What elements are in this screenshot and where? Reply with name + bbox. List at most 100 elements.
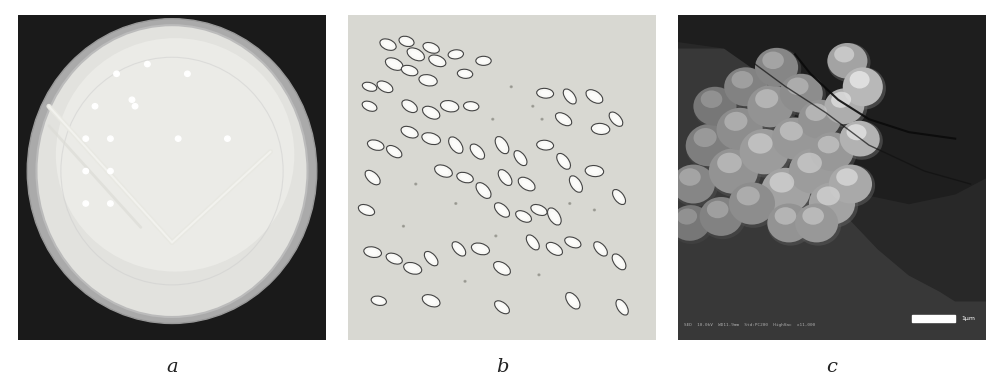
Ellipse shape xyxy=(817,186,840,205)
Ellipse shape xyxy=(455,245,463,253)
Ellipse shape xyxy=(810,132,857,174)
Ellipse shape xyxy=(365,103,374,109)
Text: 1μm: 1μm xyxy=(961,316,975,321)
Ellipse shape xyxy=(422,106,440,119)
Ellipse shape xyxy=(847,124,867,140)
Ellipse shape xyxy=(408,265,418,272)
Ellipse shape xyxy=(531,205,547,215)
Ellipse shape xyxy=(494,203,510,217)
Ellipse shape xyxy=(422,295,440,307)
Ellipse shape xyxy=(457,172,473,183)
Ellipse shape xyxy=(540,91,550,96)
Ellipse shape xyxy=(426,135,436,142)
Ellipse shape xyxy=(795,203,838,242)
Ellipse shape xyxy=(452,141,460,150)
Polygon shape xyxy=(678,15,986,203)
Ellipse shape xyxy=(495,137,509,154)
Ellipse shape xyxy=(175,136,181,141)
Ellipse shape xyxy=(368,174,377,181)
Ellipse shape xyxy=(724,112,747,131)
Ellipse shape xyxy=(780,74,826,116)
Ellipse shape xyxy=(560,157,567,166)
Ellipse shape xyxy=(693,87,737,126)
Ellipse shape xyxy=(476,183,491,198)
Ellipse shape xyxy=(798,100,841,139)
Ellipse shape xyxy=(590,93,599,100)
Ellipse shape xyxy=(670,205,713,244)
Ellipse shape xyxy=(595,126,606,132)
Ellipse shape xyxy=(498,304,506,311)
Ellipse shape xyxy=(670,205,710,241)
Ellipse shape xyxy=(492,119,494,120)
Ellipse shape xyxy=(377,81,393,93)
Ellipse shape xyxy=(185,71,190,76)
Ellipse shape xyxy=(529,238,536,247)
Ellipse shape xyxy=(132,103,138,109)
Ellipse shape xyxy=(551,212,558,221)
Ellipse shape xyxy=(767,203,814,245)
Ellipse shape xyxy=(612,254,626,270)
Ellipse shape xyxy=(831,92,851,108)
Ellipse shape xyxy=(422,133,440,145)
Ellipse shape xyxy=(404,262,422,274)
Text: SED  10.0kV  WD11.9mm  Std:PC200  HighVac  x11,000: SED 10.0kV WD11.9mm Std:PC200 HighVac x1… xyxy=(684,323,815,327)
Ellipse shape xyxy=(452,242,466,256)
Ellipse shape xyxy=(740,129,789,174)
Ellipse shape xyxy=(423,77,433,83)
Ellipse shape xyxy=(707,201,728,218)
Ellipse shape xyxy=(526,235,539,250)
Ellipse shape xyxy=(772,118,821,163)
Ellipse shape xyxy=(380,39,396,50)
Ellipse shape xyxy=(522,180,531,188)
Ellipse shape xyxy=(424,251,438,266)
Ellipse shape xyxy=(557,153,570,169)
Ellipse shape xyxy=(387,146,402,158)
Ellipse shape xyxy=(724,67,767,106)
Ellipse shape xyxy=(789,148,838,194)
Ellipse shape xyxy=(429,55,446,67)
Ellipse shape xyxy=(672,164,715,203)
Ellipse shape xyxy=(371,296,386,305)
Ellipse shape xyxy=(836,168,858,186)
Ellipse shape xyxy=(27,19,317,323)
Ellipse shape xyxy=(717,108,763,150)
Ellipse shape xyxy=(83,168,89,174)
Ellipse shape xyxy=(555,113,572,126)
Ellipse shape xyxy=(145,61,150,67)
Ellipse shape xyxy=(435,165,452,177)
Ellipse shape xyxy=(108,168,113,174)
Ellipse shape xyxy=(497,264,507,272)
Ellipse shape xyxy=(427,255,435,262)
Ellipse shape xyxy=(362,101,377,111)
Ellipse shape xyxy=(805,103,827,121)
Ellipse shape xyxy=(455,203,457,204)
Ellipse shape xyxy=(619,303,626,312)
Ellipse shape xyxy=(824,88,864,124)
Ellipse shape xyxy=(129,97,135,102)
Ellipse shape xyxy=(460,175,470,180)
Ellipse shape xyxy=(843,67,883,106)
Ellipse shape xyxy=(834,46,854,63)
Ellipse shape xyxy=(810,132,854,171)
Ellipse shape xyxy=(384,41,393,48)
Ellipse shape xyxy=(516,211,531,222)
Ellipse shape xyxy=(612,115,620,123)
Ellipse shape xyxy=(448,50,463,59)
Ellipse shape xyxy=(761,168,814,217)
Ellipse shape xyxy=(401,65,418,76)
Ellipse shape xyxy=(827,43,867,79)
Ellipse shape xyxy=(732,71,753,88)
Ellipse shape xyxy=(108,136,113,141)
Ellipse shape xyxy=(740,129,792,178)
Ellipse shape xyxy=(780,74,823,113)
Ellipse shape xyxy=(470,144,485,159)
Ellipse shape xyxy=(457,69,473,78)
Ellipse shape xyxy=(476,56,491,65)
Ellipse shape xyxy=(368,249,378,255)
Ellipse shape xyxy=(473,147,481,156)
Ellipse shape xyxy=(426,109,436,116)
Ellipse shape xyxy=(362,207,371,213)
Ellipse shape xyxy=(381,84,389,90)
Ellipse shape xyxy=(748,133,773,154)
Ellipse shape xyxy=(737,186,760,205)
